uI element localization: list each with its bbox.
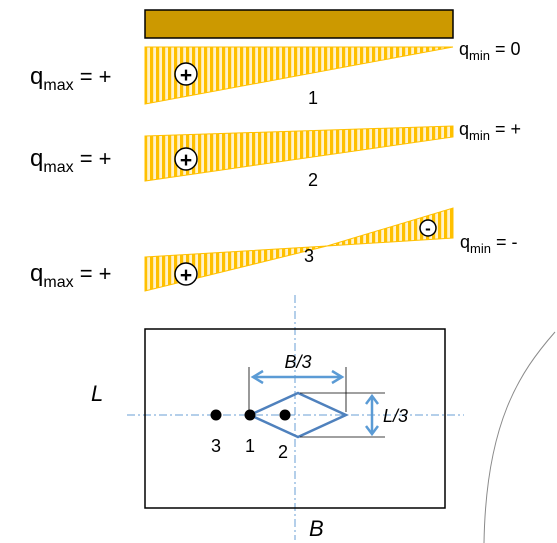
- point-label-1: 1: [245, 436, 255, 456]
- load-point-2: [279, 409, 291, 421]
- pressure-shape: [144, 125, 454, 182]
- pressure-diagram-3: + - 3 qmax = + qmin = -: [30, 207, 517, 292]
- dim-l3-label: L/3: [383, 406, 408, 426]
- plus-sign-circle: [174, 62, 198, 86]
- footing-slab: [144, 9, 454, 39]
- point-label-3: 3: [211, 436, 221, 456]
- load-point-3: [210, 409, 222, 421]
- decorative-curve: [483, 331, 556, 543]
- dim-b3-arrow-left: [250, 369, 264, 385]
- plus-sign-circle: [174, 262, 198, 286]
- label-L: L: [91, 381, 103, 406]
- pressure-diagram-2: + 2 qmax = + qmin = +: [30, 119, 521, 190]
- plus-sign-circle: [174, 147, 198, 171]
- positive-pressure-shape: [144, 245, 328, 292]
- footing-plan: B/3 L/3 3 1 2 L B: [91, 295, 464, 541]
- qmin-label: qmin = +: [459, 119, 521, 143]
- label-B: B: [309, 516, 324, 541]
- dim-b3-arrow-right: [331, 369, 345, 385]
- dim-l3-arrow-top: [365, 393, 379, 405]
- diagram-number: 2: [308, 170, 318, 190]
- point-label-2: 2: [278, 442, 288, 462]
- load-point-1: [244, 409, 256, 421]
- minus-sign: -: [425, 219, 431, 238]
- plus-sign: +: [180, 149, 192, 172]
- diagram-number: 1: [308, 88, 318, 108]
- qmin-label: qmin = 0: [459, 39, 521, 63]
- dim-b3-label: B/3: [284, 352, 311, 372]
- qmax-label: qmax = +: [30, 145, 112, 176]
- qmax-label: qmax = +: [30, 63, 112, 94]
- plan-outline: [144, 328, 446, 509]
- dim-l3-arrow-bottom: [365, 425, 379, 437]
- plus-sign: +: [180, 64, 192, 87]
- negative-pressure-shape: [326, 207, 454, 247]
- plus-sign: +: [180, 264, 192, 287]
- qmax-label: qmax = +: [30, 260, 112, 291]
- diagram-number: 3: [304, 246, 314, 266]
- pressure-shape: [144, 46, 454, 105]
- kern-rhombus: [246, 391, 350, 439]
- minus-sign-circle: [419, 219, 437, 237]
- qmin-label: qmin = -: [460, 232, 517, 256]
- pressure-diagram-1: + 1 qmax = + qmin = 0: [30, 39, 521, 108]
